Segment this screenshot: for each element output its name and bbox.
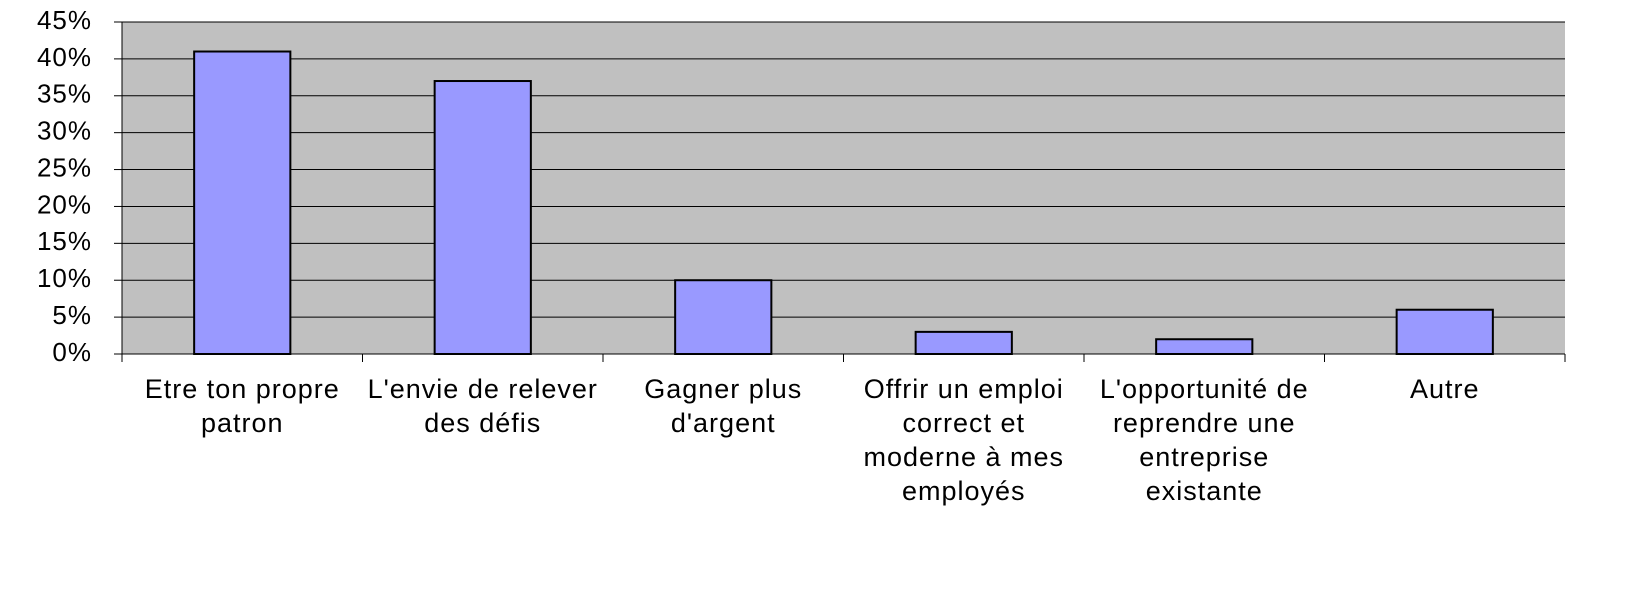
x-tick-label: Gagner plus d'argent xyxy=(644,374,803,438)
y-tick-label: 45% xyxy=(37,5,92,35)
bar xyxy=(433,80,532,356)
y-tick-label: 15% xyxy=(37,226,92,256)
bar xyxy=(914,330,1013,356)
x-tick-label: L'opportunité de reprendre une entrepris… xyxy=(1099,374,1309,506)
x-tick-label: Etre ton propre patron xyxy=(144,374,340,438)
y-tick-label: 35% xyxy=(37,79,92,109)
plot-background xyxy=(122,22,1565,354)
y-tick-label: 5% xyxy=(52,300,92,330)
x-tick-label: Offrir un emploi correct et moderne à me… xyxy=(863,374,1065,506)
y-tick-label: 0% xyxy=(52,337,92,367)
bar xyxy=(1155,338,1254,356)
y-tick-label: 30% xyxy=(37,116,92,146)
bar xyxy=(193,50,292,356)
x-tick-label: Autre xyxy=(1409,374,1480,404)
bar xyxy=(674,279,773,356)
x-tick-label: L'envie de relever des défis xyxy=(367,374,598,438)
y-tick-label: 25% xyxy=(37,152,92,182)
y-tick-label: 40% xyxy=(37,42,92,72)
bar xyxy=(1395,308,1494,356)
y-tick-label: 20% xyxy=(37,189,92,219)
y-tick-label: 10% xyxy=(37,263,92,293)
